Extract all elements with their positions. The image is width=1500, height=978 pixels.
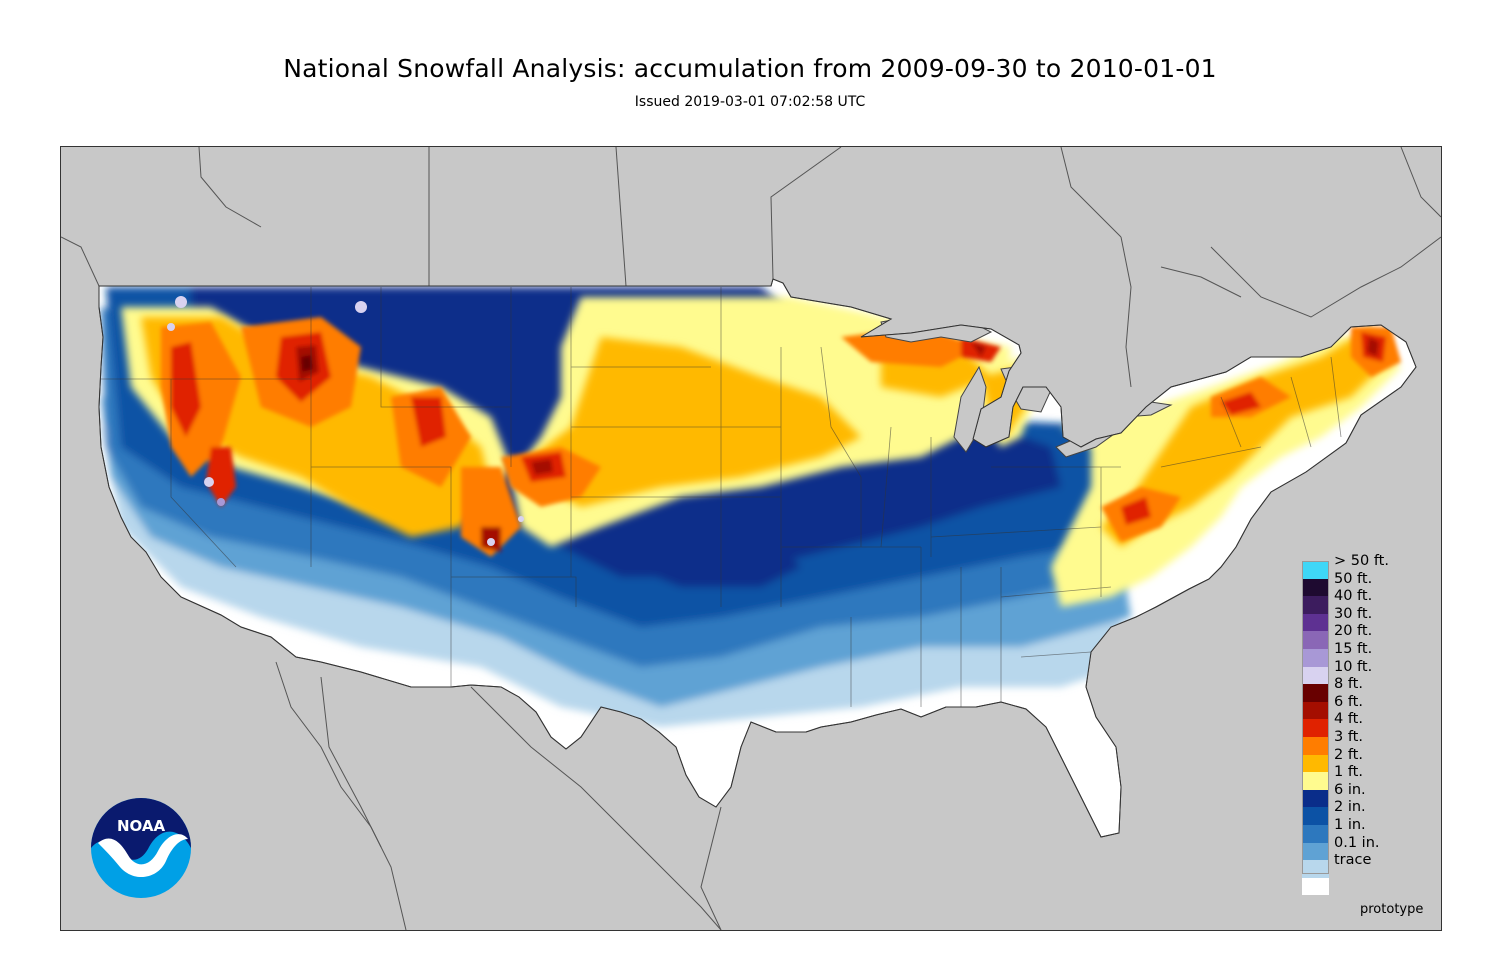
map-canvas: [61, 147, 1441, 930]
snowfall-map[interactable]: [60, 146, 1442, 931]
snowfall-fields: [101, 287, 1401, 727]
prototype-note: prototype: [1360, 902, 1424, 917]
noaa-logo: NOAA: [90, 797, 192, 899]
map-title: National Snowfall Analysis: accumulation…: [283, 54, 1217, 83]
noaa-logo-icon: NOAA: [91, 798, 191, 898]
noaa-logo-text: NOAA: [117, 817, 166, 835]
state-borders: [101, 287, 1342, 707]
background-borders: [61, 147, 1441, 930]
issued-timestamp: Issued 2019-03-01 07:02:58 UTC: [634, 94, 866, 110]
